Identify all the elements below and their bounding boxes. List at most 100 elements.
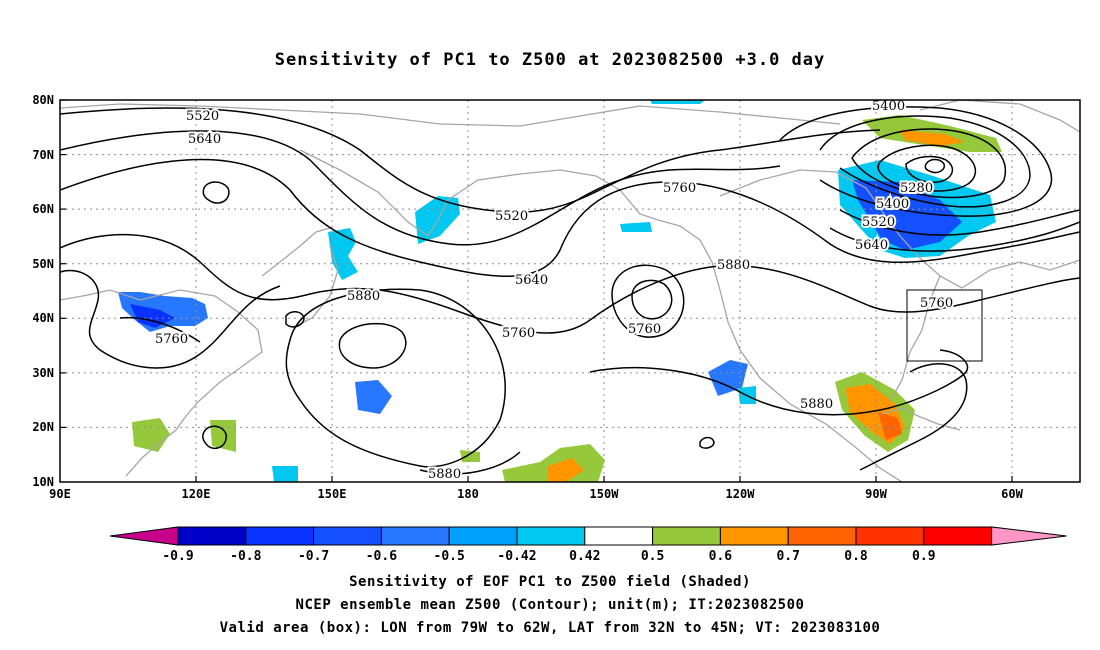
contour-label: 5280 xyxy=(900,181,933,196)
coastline-alaska xyxy=(595,175,903,482)
caption-contour: NCEP ensemble mean Z500 (Contour); unit(… xyxy=(295,597,805,613)
lat-label: 60N xyxy=(32,202,54,216)
lat-label: 50N xyxy=(32,257,54,271)
caption-shading: Sensitivity of EOF PC1 to Z500 field (Sh… xyxy=(349,574,751,590)
caption-valid-area: Valid area (box): LON from 79W to 62W, L… xyxy=(219,620,881,636)
shade-green-small-asia xyxy=(210,420,236,452)
contour-label: 5520 xyxy=(186,109,219,124)
contour-trough-8 xyxy=(829,221,1080,252)
contour-label: 5760 xyxy=(155,332,188,347)
colorbar-segment xyxy=(719,526,789,546)
contour-trough-5 xyxy=(905,155,954,184)
coastline-caribbean xyxy=(881,407,961,431)
contour-trough-3 xyxy=(851,128,1006,199)
contour-south-loop xyxy=(589,349,969,416)
colorbar-label: 0.8 xyxy=(844,549,868,564)
contour-5880-central-pacific xyxy=(285,288,506,468)
lon-label: 60W xyxy=(1001,487,1023,501)
colorbar-label: -0.8 xyxy=(230,549,261,564)
lat-label: 80N xyxy=(32,93,54,107)
contour-high-pacific-2 xyxy=(631,279,673,320)
shade-cyan-small-south xyxy=(272,466,298,482)
contour-5760-wave xyxy=(60,158,1080,277)
colorbar: -0.9 -0.8 -0.7 -0.6 -0.5 -0.42 0.42 0.5 0.6 0.7 0.… xyxy=(109,526,1067,564)
lon-label: 120E xyxy=(182,487,211,501)
contour-label: 5880 xyxy=(347,289,380,304)
colorbar-label: 0.6 xyxy=(709,549,733,564)
contour-label: 5640 xyxy=(188,132,221,147)
contour-east-us xyxy=(859,363,968,471)
shade-cyan-small-pacific xyxy=(620,222,652,232)
colorbar-segment xyxy=(584,526,654,546)
contour-small-asia-1 xyxy=(202,181,230,204)
lat-label: 40N xyxy=(32,311,54,325)
lon-label: 120W xyxy=(726,487,756,501)
chart-title: Sensitivity of PC1 to Z500 at 2023082500… xyxy=(274,50,826,70)
map-frame xyxy=(59,99,1081,483)
colorbar-segment xyxy=(313,526,382,546)
sensitivity-shading xyxy=(118,100,1002,482)
colorbar-segment xyxy=(516,526,586,546)
lon-label: 150W xyxy=(590,487,620,501)
shade-blue-pacific xyxy=(355,380,392,414)
shade-blue-hudson xyxy=(852,180,962,250)
colorbar-segment xyxy=(923,526,993,546)
colorbar-label: -0.42 xyxy=(497,549,536,564)
contour-high-asia xyxy=(338,322,407,369)
colorbar-label: 0.7 xyxy=(776,549,799,564)
colorbar-label: 0.42 xyxy=(569,549,600,564)
shade-orange-tropical-pacific xyxy=(548,458,584,482)
lon-label: 90E xyxy=(49,487,71,501)
shade-orange-arctic xyxy=(900,130,965,146)
contour-label-group: 5520 5640 5400 5280 5400 5520 5640 5760 … xyxy=(153,99,955,482)
lat-label: 10N xyxy=(32,475,54,489)
colorbar-label: -0.9 xyxy=(162,549,193,564)
contour-label: 5880 xyxy=(800,397,833,412)
contour-label: 5760 xyxy=(920,296,953,311)
coastline-east-us xyxy=(891,275,941,399)
contour-label: 5880 xyxy=(428,467,461,482)
shade-cyan-arctic-top xyxy=(650,100,705,104)
colorbar-end-left xyxy=(109,526,179,546)
contour-label: 5760 xyxy=(663,181,696,196)
contour-high-pacific-1 xyxy=(611,264,685,338)
map-plot-area: 5520 5640 5400 5280 5400 5520 5640 5760 … xyxy=(60,99,1080,482)
coastline-asia xyxy=(60,289,263,477)
shade-cyan-japan xyxy=(328,228,358,280)
contour-5760-east-asia xyxy=(119,316,201,343)
coastline-arctic xyxy=(60,103,841,127)
colorbar-label: 0.5 xyxy=(641,549,664,564)
contour-small-asia-3 xyxy=(202,425,227,450)
tick-marks xyxy=(60,99,1013,482)
contour-label: 5400 xyxy=(872,99,905,114)
contour-tropical-south xyxy=(419,451,521,475)
colorbar-label: -0.5 xyxy=(434,549,465,564)
coastline-kamchatka xyxy=(299,149,597,237)
colorbar-segment xyxy=(177,526,247,546)
shade-darkblue-east-asia xyxy=(130,304,175,328)
contour-trough-2 xyxy=(819,115,1031,208)
lon-label: 150E xyxy=(318,487,347,501)
valid-area-box xyxy=(906,289,983,362)
contour-5880-wave xyxy=(60,233,1080,334)
lon-label: 180 xyxy=(457,487,479,501)
colorbar-label: -0.7 xyxy=(298,549,329,564)
contour-small-pacific xyxy=(699,436,715,449)
contour-label: 5640 xyxy=(855,238,888,253)
colorbar-segment xyxy=(380,526,450,546)
lat-label: 70N xyxy=(32,148,54,162)
lon-label: 90W xyxy=(865,487,887,501)
contour-label: 5760 xyxy=(628,322,661,337)
contour-5880-south-asia xyxy=(60,269,281,369)
colorbar-segment xyxy=(652,526,721,546)
contour-trough-1 xyxy=(779,106,1053,217)
colorbar-segment xyxy=(787,526,857,546)
shade-green-small-tropics xyxy=(460,450,480,462)
contour-label: 5640 xyxy=(515,273,548,288)
contour-trough-6 xyxy=(924,158,946,174)
longitude-labels: 90E 120E 150E 180 150W 120W 90W 60W xyxy=(49,487,1023,501)
colorbar-segment xyxy=(245,526,315,546)
colorbar-end-right xyxy=(991,526,1067,546)
coastline-greenland xyxy=(919,100,1080,133)
